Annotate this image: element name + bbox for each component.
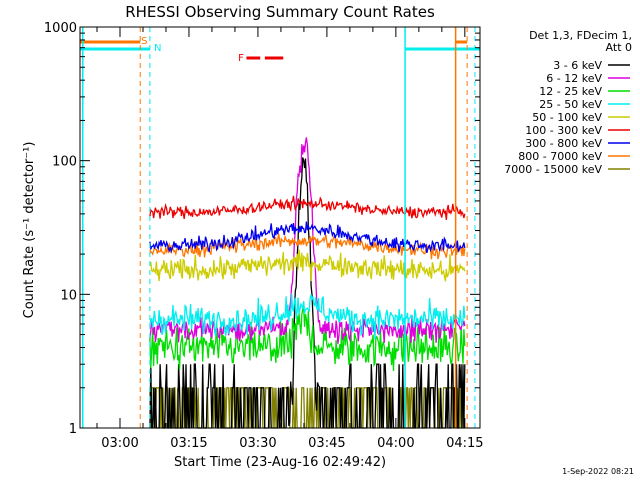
x-tick-label: 03:00 [101, 436, 138, 451]
legend-label: 100 - 300 keV [525, 124, 602, 137]
legend-label: 12 - 25 keV [539, 85, 602, 98]
chart-title: RHESSI Observing Summary Count Rates [125, 3, 435, 21]
y-axis-label: Count Rate (s⁻¹ detector⁻¹) [22, 142, 37, 319]
flag-markers: SN F [80, 27, 480, 428]
y-tick-label: 10 [60, 288, 77, 303]
x-axis-label: Start Time (23-Aug-16 02:49:42) [174, 455, 386, 470]
series-line-100-300-kev [149, 195, 466, 220]
x-tick-label: 03:15 [170, 436, 207, 451]
x-axis: 03:00 03:15 03:30 03:45 04:00 04:15 [96, 27, 484, 451]
series-line-3-6-kev [149, 157, 466, 429]
x-tick-label: 03:45 [308, 436, 345, 451]
flare-label: F [238, 53, 244, 64]
series-line-300-800-kev [149, 221, 466, 254]
plot-frame [79, 26, 481, 429]
x-tick-label: 04:15 [446, 436, 483, 451]
x-tick-label: 04:00 [377, 436, 414, 451]
series-line-6-12-kev [149, 137, 466, 344]
legend-header-line-1: Det 1,3, FDecim 1, [529, 29, 632, 42]
legend-label: 3 - 6 keV [553, 59, 602, 72]
legend-label: 7000 - 15000 keV [504, 163, 602, 176]
saa-label: S [141, 36, 147, 47]
series-line-12-25-kev [149, 307, 466, 372]
legend-label: 300 - 800 keV [525, 137, 602, 150]
y-tick-label: 1000 [44, 21, 77, 36]
x-tick-label: 03:30 [239, 436, 276, 451]
legend-label: 6 - 12 keV [546, 72, 602, 85]
y-tick-label: 100 [52, 155, 77, 170]
series-line-25-50-kev [149, 293, 466, 340]
y-axis: 1 10 100 1000 [44, 21, 480, 437]
legend-label: 50 - 100 keV [532, 111, 602, 124]
legend-header-line-2: Att 0 [606, 41, 632, 54]
y-tick-label: 1 [69, 422, 77, 437]
legend-label: 800 - 7000 keV [518, 150, 602, 163]
series-line-50-100-kev [149, 249, 466, 282]
night-label: N [154, 43, 161, 54]
timestamp: 1-Sep-2022 08:21 [562, 467, 634, 476]
data-traces [149, 137, 466, 429]
legend-label: 25 - 50 keV [539, 98, 602, 111]
